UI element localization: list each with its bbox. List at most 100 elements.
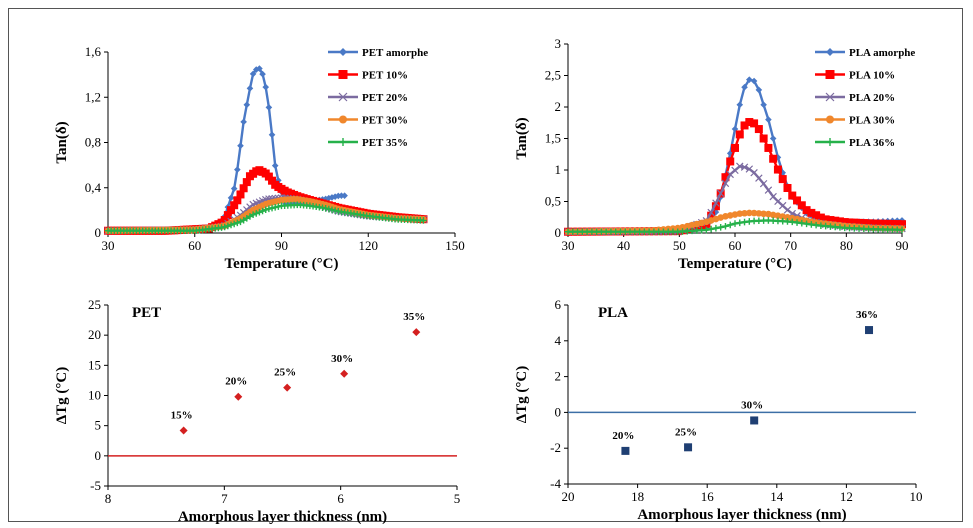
data-point: [268, 204, 276, 212]
legend-entry: PLA 10%: [815, 70, 895, 82]
data-point: [754, 125, 763, 134]
data-label: 20%: [612, 430, 634, 442]
legend-marker: [339, 115, 347, 124]
x-tick-label: 7: [221, 491, 228, 506]
x-tick-label: 6: [337, 491, 344, 506]
y-tick-label: 2: [555, 99, 562, 114]
legend-label: PLA 30%: [849, 115, 895, 127]
legend-entry: PLA 36%: [815, 137, 895, 149]
y-tick-label: 0: [95, 225, 102, 240]
legend-entry: PLA amorphe: [815, 47, 915, 59]
data-point: [721, 173, 730, 182]
series-pla-10-: [564, 118, 906, 236]
data-point: [268, 176, 277, 185]
x-tick-label: 16: [701, 489, 715, 504]
data-point: [760, 210, 767, 218]
x-tick-label: 70: [784, 238, 797, 253]
data-point: [759, 134, 768, 143]
data-point: [773, 165, 782, 174]
y-tick-label: 25: [88, 297, 101, 312]
x-tick-label: 90: [275, 238, 288, 253]
legend-entry: PET 10%: [328, 70, 408, 82]
data-point: [750, 119, 759, 128]
data-point: [759, 179, 768, 188]
data-point: [233, 196, 242, 205]
x-tick-label: 20: [562, 489, 575, 504]
data-point: [864, 219, 873, 228]
data-point: [712, 224, 720, 232]
legend-marker: [339, 138, 347, 146]
y-tick-label: 0,8: [85, 135, 101, 150]
data-point: [712, 199, 720, 207]
x-axis-title: Amorphous layer thickness (nm): [637, 507, 846, 523]
data-point: [328, 194, 336, 201]
y-tick-label: 0: [555, 404, 562, 419]
pla-tan-delta-chart: 0 0,5 1 1,5 2 2,5 3 30 40 50 60 70 80 90 Temperature (…: [514, 36, 915, 272]
x-tick-label: 8: [105, 491, 112, 506]
pet-delta-tg-chart: -5 0 5 10 15 20 25 8 7 6 5 Amorphous layer thicknes…: [54, 297, 460, 525]
data-point: [731, 220, 739, 227]
data-point: [224, 222, 232, 230]
data-point: [721, 179, 730, 188]
data-point: [223, 211, 232, 220]
data-point: [816, 213, 825, 222]
data-point: [265, 205, 273, 213]
y-tick-label: -2: [550, 440, 561, 455]
data-point: [331, 193, 339, 200]
data-point: [262, 206, 270, 214]
y-axis-title: ΔTg (°C): [54, 367, 70, 424]
data-point: [252, 210, 260, 217]
data-point: [778, 175, 787, 184]
data-point: [812, 211, 821, 220]
data-point: [769, 135, 777, 142]
legend-label: PLA 10%: [849, 70, 895, 82]
data-point: [731, 143, 739, 152]
data-point: [230, 185, 238, 192]
y-tick-label: 2: [555, 369, 562, 384]
data-point: [328, 206, 336, 214]
x-axis-title: Amorphous layer thickness (nm): [178, 509, 387, 525]
legend-label: PLA 20%: [849, 92, 895, 104]
data-point: [707, 211, 716, 220]
data-point: [735, 130, 744, 139]
data-label: 35%: [403, 311, 425, 323]
data-point: [783, 206, 792, 214]
data-point: [741, 209, 748, 217]
data-point: [271, 204, 279, 211]
data-point: [331, 207, 339, 214]
x-tick-label: 80: [840, 238, 853, 253]
data-point: [262, 83, 270, 91]
data-point: [740, 121, 749, 130]
data-label: 25%: [274, 367, 296, 379]
data-point: [774, 154, 782, 161]
data-point: [239, 184, 248, 193]
legend-entry: PLA 30%: [815, 115, 895, 127]
data-point: [249, 211, 257, 218]
data-point: [283, 383, 292, 392]
data-point: [750, 209, 758, 217]
data-point: [179, 426, 188, 435]
legend-label: PET 20%: [362, 92, 408, 104]
data-point: [840, 218, 849, 227]
legend-entry: PET 35%: [328, 137, 408, 149]
pla-delta-tg-chart: -4 -2 0 2 4 6 20 18 16 14 12 10 Amorphous layer thic…: [514, 297, 923, 523]
legend-entry: PET 20%: [328, 92, 408, 104]
data-point: [878, 219, 887, 228]
data-point: [259, 70, 266, 78]
data-point: [275, 177, 282, 184]
data-point: [242, 178, 251, 187]
y-tick-label: 10: [88, 388, 101, 403]
data-point: [746, 76, 753, 83]
y-tick-label: 15: [88, 357, 101, 372]
x-tick-label: 5: [454, 491, 461, 506]
legend-marker: [826, 115, 834, 124]
x-axis-title: Temperature (°C): [225, 256, 339, 272]
data-point: [227, 206, 236, 215]
data-label: 30%: [331, 353, 353, 365]
y-tick-label: 5: [95, 418, 102, 433]
data-point: [275, 203, 282, 210]
data-point: [243, 101, 251, 109]
data-point: [230, 220, 238, 228]
data-point: [750, 416, 759, 425]
data-point: [341, 192, 348, 199]
